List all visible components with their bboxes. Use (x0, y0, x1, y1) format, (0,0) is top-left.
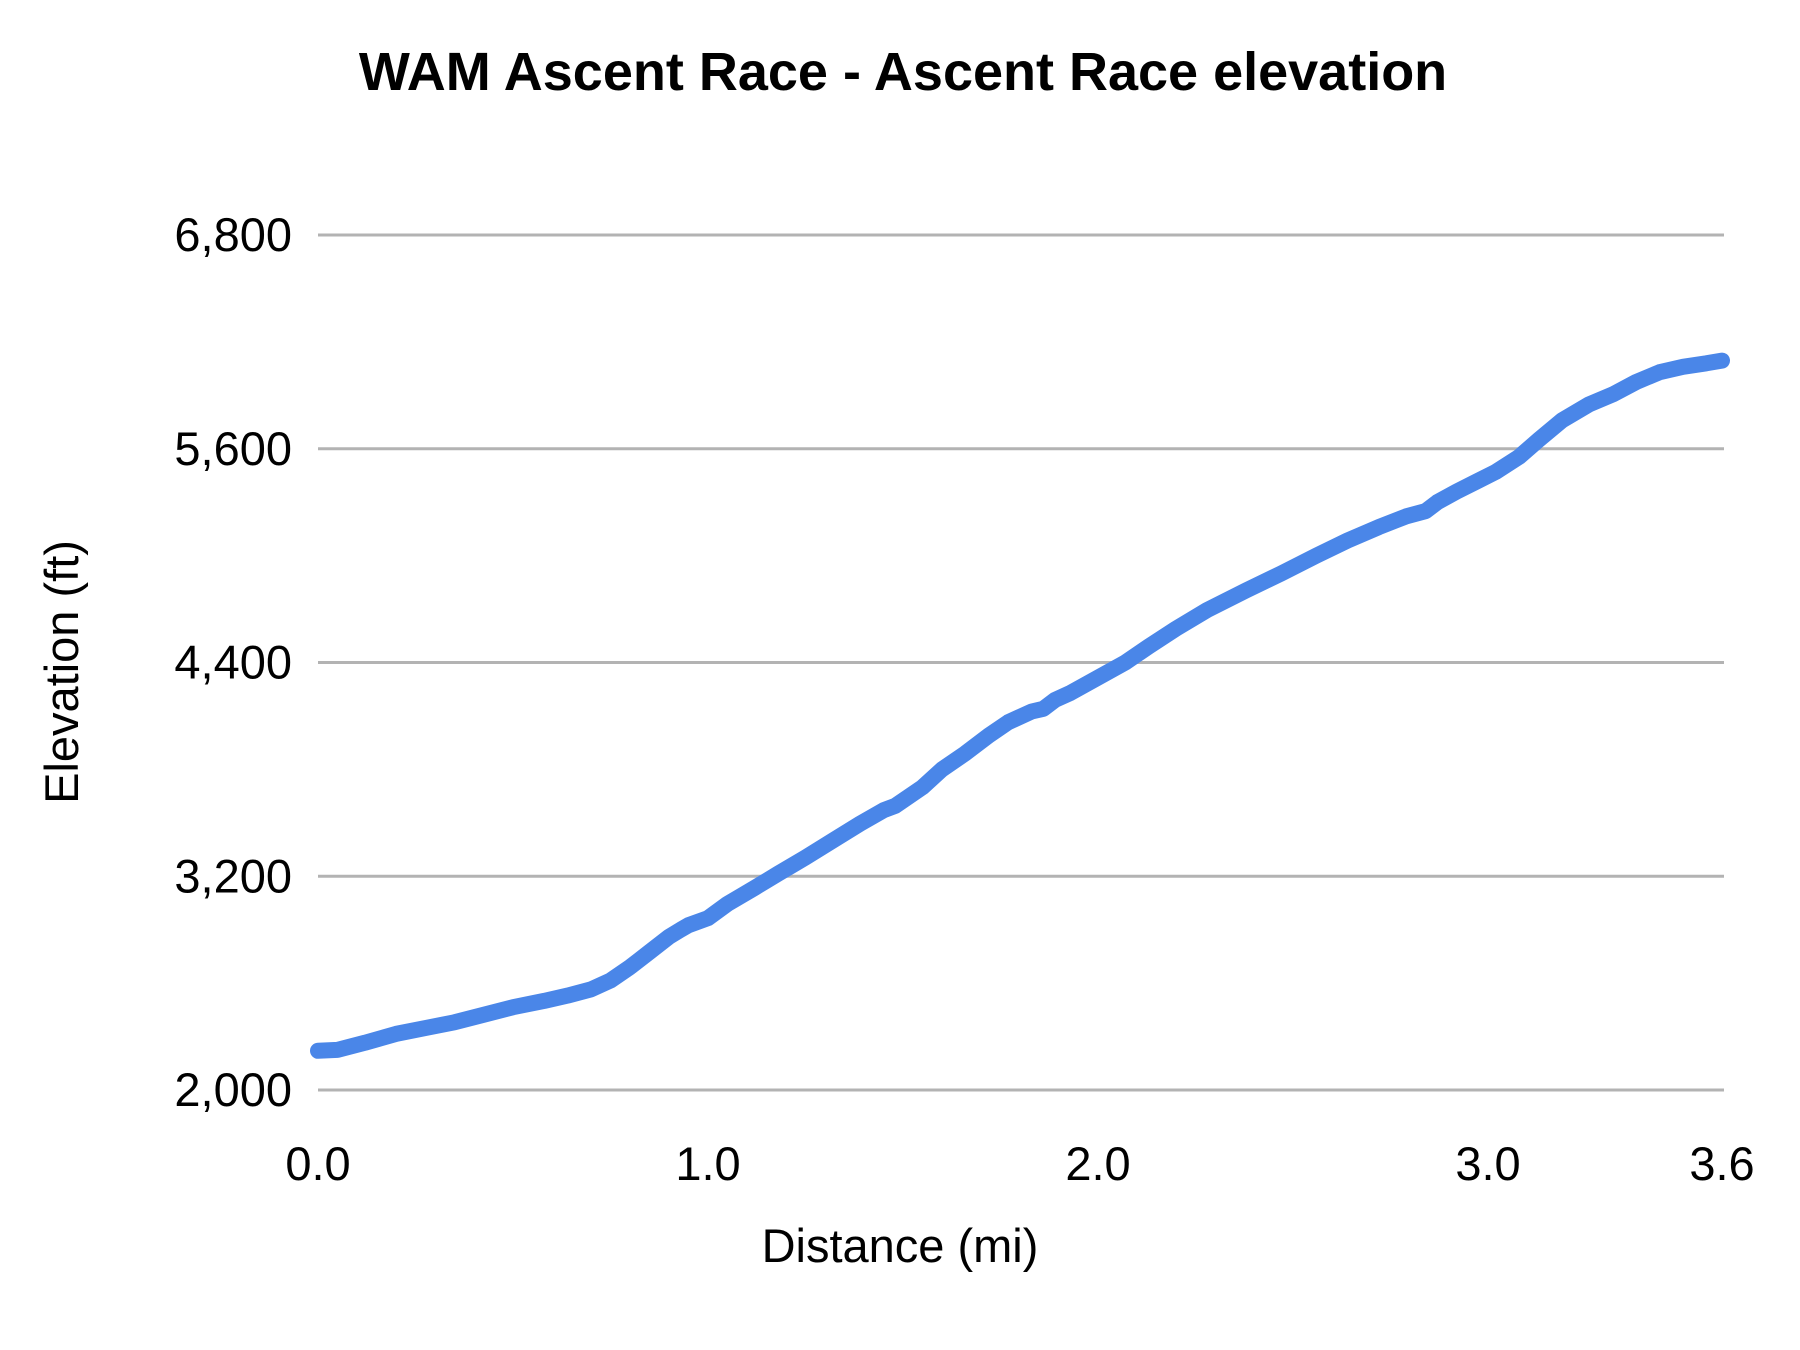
x-tick-label: 0.0 (285, 1137, 350, 1190)
y-axis-title: Elevation (ft) (35, 540, 88, 804)
elevation-line-series (310, 352, 1730, 1059)
x-tick-label: 2.0 (1065, 1137, 1130, 1190)
y-tick-label: 4,400 (174, 636, 292, 689)
y-tick-label: 3,200 (174, 849, 292, 902)
x-tick-label: 3.0 (1455, 1137, 1520, 1190)
y-axis-tick-labels: 2,000 3,200 4,400 5,600 6,800 (174, 208, 292, 1116)
x-tick-label: 3.6 (1689, 1137, 1754, 1190)
y-tick-label: 2,000 (174, 1063, 292, 1116)
x-tick-label: 1.0 (675, 1137, 740, 1190)
gridlines (318, 233, 1724, 1092)
y-tick-label: 5,600 (174, 422, 292, 475)
y-tick-label: 6,800 (174, 208, 292, 261)
x-axis-title: Distance (mi) (762, 1219, 1039, 1272)
x-axis-tick-labels: 0.0 1.0 2.0 3.0 3.6 (285, 1137, 1754, 1190)
chart-title: WAM Ascent Race - Ascent Race elevation (359, 42, 1447, 102)
